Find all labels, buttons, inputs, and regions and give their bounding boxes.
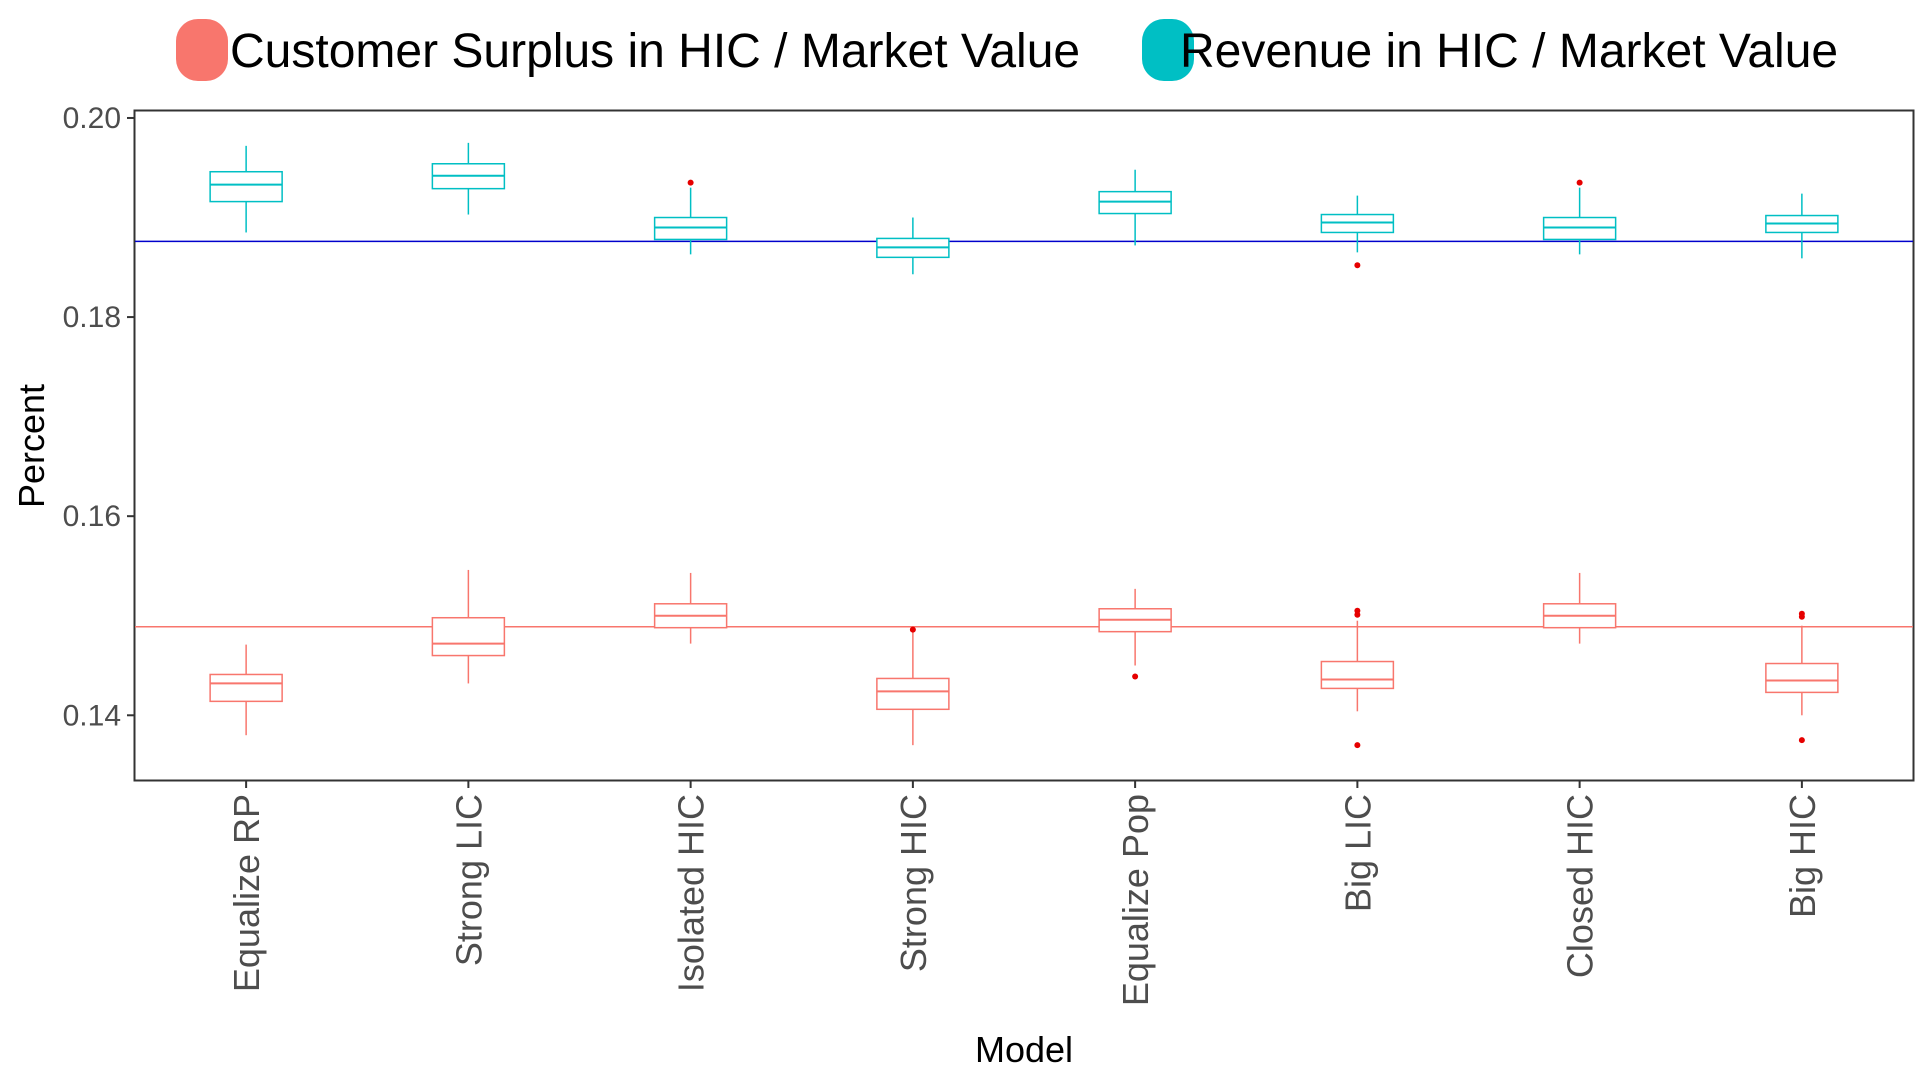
boxplot-0-4 [1098, 588, 1172, 680]
outlier-point [687, 179, 694, 186]
outlier-point [1798, 737, 1805, 744]
outlier-point [1354, 607, 1361, 614]
boxplot-0-5 [1320, 607, 1395, 749]
boxplot-0-7 [1765, 610, 1839, 744]
legend-label-revenue: Revenue in HIC / Market Value [1180, 25, 1838, 78]
x-tick-label: Strong LIC [448, 794, 489, 966]
x-tick-label: Isolated HIC [671, 794, 712, 992]
outlier-point [1576, 179, 1583, 186]
x-tick-label: Closed HIC [1560, 794, 1601, 978]
legend-item-revenue: Revenue in HIC / Market Value [1142, 19, 1838, 81]
boxplot-0-0 [209, 644, 283, 736]
legend-key-customer-surplus [176, 19, 228, 81]
legend: Customer Surplus in HIC / Market Value R… [176, 19, 1838, 81]
legend-item-customer-surplus: Customer Surplus in HIC / Market Value [176, 19, 1080, 81]
boxplot-0-1 [431, 569, 506, 684]
boxplot-1-3 [876, 217, 950, 275]
x-tick-label: Big HIC [1782, 794, 1823, 918]
reference-lines [135, 240, 1913, 628]
x-axis: Equalize RP Strong LIC Isolated HIC Strong … [226, 780, 1823, 1006]
outlier-point [1354, 262, 1361, 269]
box [209, 170, 283, 203]
box [209, 673, 283, 703]
outlier-point [1354, 742, 1361, 749]
y-tick-label: 0.20 [63, 102, 121, 135]
box [1765, 662, 1839, 694]
box [1320, 660, 1395, 690]
boxplot-1-7 [1765, 193, 1839, 259]
box [431, 616, 506, 657]
boxplot-0-3 [876, 626, 950, 746]
outlier-point [1798, 610, 1805, 617]
y-tick-label: 0.14 [63, 699, 121, 732]
x-tick-label: Equalize RP [226, 794, 267, 992]
legend-key-revenue [1142, 19, 1194, 81]
y-tick-label: 0.16 [63, 500, 121, 533]
boxplots [209, 142, 1839, 749]
x-axis-title: Model [975, 1029, 1073, 1070]
boxplot-1-2 [653, 179, 728, 255]
x-tick-label: Equalize Pop [1115, 794, 1156, 1006]
outlier-point [1132, 673, 1139, 680]
legend-label-customer-surplus: Customer Surplus in HIC / Market Value [230, 25, 1080, 78]
boxplot-0-6 [1542, 572, 1617, 644]
boxplot-1-5 [1320, 195, 1395, 269]
x-tick-label: Strong HIC [893, 794, 934, 972]
y-tick-label: 0.18 [63, 301, 121, 334]
boxplot-0-2 [653, 572, 728, 644]
boxplot-1-0 [209, 145, 283, 233]
box [876, 677, 950, 711]
plot-panel [133, 109, 1915, 782]
x-tick-label: Big LIC [1337, 794, 1378, 912]
boxplot-1-6 [1542, 179, 1617, 255]
y-axis: 0.14 0.16 0.18 0.20 [63, 102, 135, 732]
boxplot-1-1 [431, 142, 506, 215]
y-axis-title: Percent [11, 384, 52, 508]
outlier-point [909, 626, 916, 633]
boxplot-1-4 [1098, 169, 1172, 246]
